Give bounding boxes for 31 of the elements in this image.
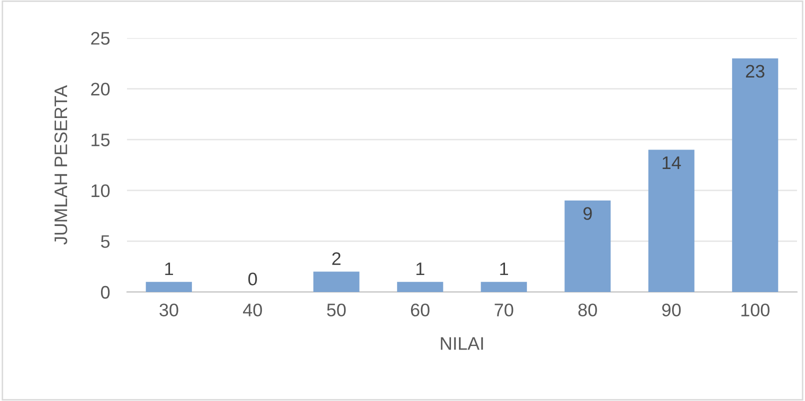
bar bbox=[648, 150, 694, 292]
y-axis-title: JUMLAH PESERTA bbox=[54, 85, 68, 245]
y-tick-label: 25 bbox=[91, 32, 110, 45]
data-label: 1 bbox=[416, 262, 424, 276]
data-label: 14 bbox=[662, 156, 681, 169]
data-label: 23 bbox=[746, 64, 764, 78]
x-tick-label: 100 bbox=[741, 304, 770, 316]
bar bbox=[564, 200, 611, 292]
x-tick-label: 80 bbox=[578, 304, 597, 316]
y-tick-label: 5 bbox=[101, 235, 110, 248]
x-tick-label: 30 bbox=[160, 304, 178, 316]
x-tick-label: 50 bbox=[327, 304, 346, 316]
bar bbox=[732, 58, 778, 292]
x-tick-label: 60 bbox=[411, 304, 430, 316]
bar bbox=[480, 282, 527, 292]
y-tick-label: 0 bbox=[101, 286, 110, 299]
data-label: 2 bbox=[332, 252, 340, 265]
y-tick-label: 20 bbox=[91, 82, 110, 96]
data-label: 0 bbox=[248, 272, 257, 286]
data-label: 1 bbox=[500, 262, 508, 276]
x-tick-label: 40 bbox=[243, 304, 262, 316]
bar bbox=[313, 272, 360, 292]
x-tick-label: 90 bbox=[662, 304, 681, 316]
data-label: 9 bbox=[583, 207, 592, 220]
x-axis-title: NILAI bbox=[440, 337, 483, 350]
y-tick-label: 10 bbox=[92, 184, 110, 198]
bar bbox=[397, 282, 444, 292]
data-label: 1 bbox=[165, 262, 174, 276]
bar bbox=[146, 282, 192, 292]
x-tick-label: 70 bbox=[494, 304, 514, 316]
y-tick-label: 15 bbox=[92, 134, 110, 146]
